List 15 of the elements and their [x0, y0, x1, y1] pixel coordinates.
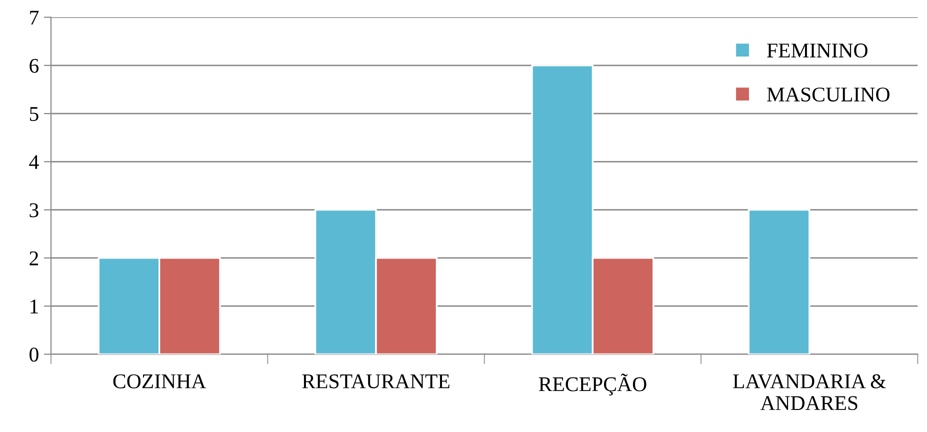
legend-label: FEMININO: [767, 44, 868, 58]
x-tick-label: COZINHA: [113, 374, 206, 388]
x-tick-label: LAVANDARIA & ANDARES: [733, 374, 886, 410]
y-tick-label: 3: [30, 203, 38, 218]
y-tick-label: 0: [30, 348, 38, 362]
legend-label: MASCULINO: [767, 88, 890, 102]
y-tick-label: 1: [30, 300, 38, 314]
x-tick-label: RECEPÇÃO: [538, 374, 646, 396]
y-tick-label: 6: [30, 58, 39, 73]
x-tick-label: RESTAURANTE: [302, 374, 450, 388]
y-tick-label: 4: [29, 155, 39, 169]
y-tick-label: 2: [30, 251, 38, 266]
y-tick-label: 5: [30, 107, 38, 121]
bar: [748, 208, 810, 354]
y-tick-label: 7: [30, 10, 39, 25]
